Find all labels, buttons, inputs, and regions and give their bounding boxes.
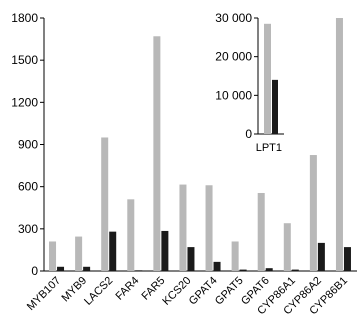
bar-gray <box>231 241 239 271</box>
category-label: KCS20 <box>160 275 193 308</box>
y-tick-label: 600 <box>18 180 38 194</box>
bar-black <box>213 261 221 271</box>
bar-gray <box>153 36 161 272</box>
bar-black <box>83 266 91 271</box>
bar-gray <box>127 199 135 271</box>
category-label: LACS2 <box>82 275 115 308</box>
category-label: MYB107 <box>25 275 63 313</box>
y-tick-label: 1200 <box>11 95 38 109</box>
bar-gray <box>179 184 187 271</box>
bar-black <box>109 231 117 271</box>
bar-black <box>135 270 143 271</box>
bar-black <box>317 242 325 271</box>
bar-gray <box>101 137 109 271</box>
bar-gray <box>264 23 271 134</box>
y-tick-label: 1500 <box>11 53 38 67</box>
y-tick-label: 10 000 <box>215 88 252 102</box>
bar-black <box>265 268 273 271</box>
bar-gray <box>75 236 83 271</box>
bar-black <box>343 247 351 271</box>
y-tick-label: 0 <box>245 127 252 141</box>
y-tick-label: 30 000 <box>215 11 252 25</box>
bar-gray <box>309 155 317 271</box>
y-tick-label: 0 <box>31 264 38 278</box>
y-tick-label: 900 <box>18 138 38 152</box>
y-tick-label: 20 000 <box>215 50 252 64</box>
bar-black <box>272 79 278 134</box>
category-label: GPAT4 <box>187 275 220 308</box>
y-tick-label: 300 <box>18 222 38 236</box>
bar-gray <box>257 192 265 271</box>
bar-gray <box>205 185 213 271</box>
bar-black <box>57 266 65 271</box>
bar-black <box>187 247 195 271</box>
bar-gray <box>335 18 343 271</box>
category-label: LPT1 <box>256 142 282 154</box>
bar-black <box>291 269 299 271</box>
inset-plot: 0 10 000 20 000 30 000 LPT1 <box>215 11 284 154</box>
bar-black <box>239 269 247 271</box>
main-plot: 0300600900120015001800MYB107MYB9LACS2FAR… <box>11 11 357 317</box>
bar-gray <box>49 241 57 271</box>
bar-black <box>161 230 169 271</box>
bar-gray <box>283 223 291 271</box>
y-tick-label: 1800 <box>11 11 38 25</box>
category-label: GPAT5 <box>213 275 246 308</box>
category-label: FAR4 <box>113 275 141 303</box>
